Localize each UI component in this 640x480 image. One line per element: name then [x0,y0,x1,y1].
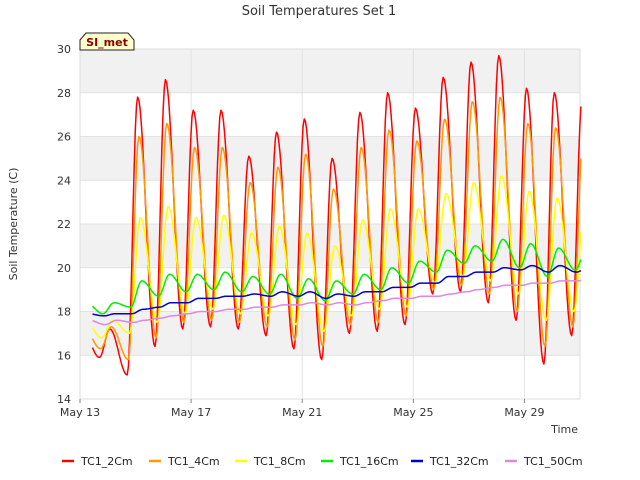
y-tick-label: 26 [57,131,71,144]
y-tick-label: 30 [57,43,71,56]
series-line-tc1-16cm [91,238,582,315]
legend-entry-label: TC1_8Cm [253,455,306,468]
series-line-tc1-50cm [92,279,582,326]
y-tick-label: 28 [57,87,71,100]
x-tick-label: May 29 [504,406,544,419]
legend-entry-label: TC1_4Cm [167,455,220,468]
x-axis-ticks: May 13 May 17 May 21 May 25 May 29 [60,399,545,419]
site-label-tag: SI_met [79,32,135,51]
x-tick-label: May 25 [393,406,433,419]
plot-frame [79,48,581,400]
y-tick-label: 20 [57,262,71,275]
x-tick-label: May 21 [282,406,322,419]
series-line-tc1-4cm [91,96,582,361]
series-line-tc1-8cm [91,175,582,339]
legend-entry-label: TC1_16Cm [339,455,399,468]
site-label-box [79,32,135,51]
x-tick-label: May 13 [60,406,100,419]
y-tick-label: 22 [57,218,71,231]
x-tick-label: May 17 [171,406,211,419]
y-tick-label: 14 [57,393,71,406]
series-lines [91,54,582,376]
legend: TC1_2Cm TC1_4Cm TC1_8Cm TC1_16Cm TC1_32Cm TC1… [62,455,583,468]
legend-entry-label: TC1_2Cm [80,455,133,468]
legend-entry-label: TC1_32Cm [429,455,489,468]
y-tick-label: 16 [57,349,71,362]
chart-title: Soil Temperatures Set 1 [242,4,397,19]
x-axis-title: Time [550,423,578,436]
y-axis-ticks: 14 16 18 20 22 24 26 28 30 [57,43,71,406]
plot-band [80,311,580,356]
plot-band [80,355,580,399]
y-tick-label: 18 [57,306,71,319]
legend-entry-label: TC1_50Cm [523,455,583,468]
y-axis-title: Soil Temperature (C) [7,168,20,281]
plot-band [80,49,580,93]
y-tick-label: 24 [57,174,71,187]
series-line-tc1-32cm [92,264,582,317]
site-label: SI_met [86,36,128,49]
